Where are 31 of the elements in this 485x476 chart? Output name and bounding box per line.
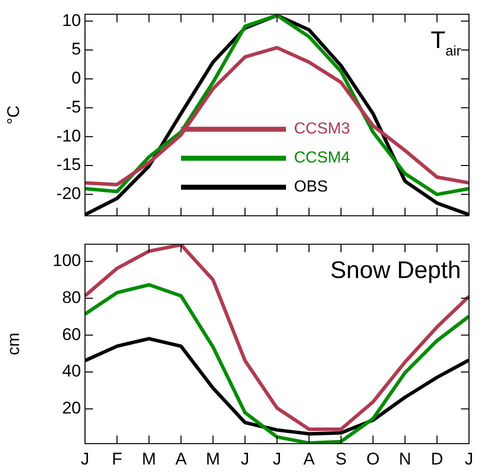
y-tick-label: 100: [52, 251, 81, 270]
y-tick-label: 40: [62, 362, 81, 381]
x-tick-label: J: [240, 449, 250, 468]
y-tick-label: 5: [72, 40, 81, 59]
y-tick-label: -20: [56, 184, 81, 204]
x-tick-label: M: [206, 449, 220, 468]
x-tick-label: A: [303, 449, 316, 468]
y-tick-label: -5: [66, 97, 81, 116]
x-tick-label: S: [335, 449, 347, 468]
x-tick-label: F: [112, 449, 122, 468]
y-tick-label: -15: [56, 155, 81, 174]
y-tick-label: 10: [62, 10, 81, 30]
series-label: CCSM3: [294, 120, 350, 138]
y-tick-label: 20: [62, 398, 81, 418]
y-tick-label: -10: [56, 126, 81, 146]
y-tick-label: 60: [62, 324, 81, 344]
series-label: CCSM4: [294, 150, 350, 167]
y-tick-label: 0: [72, 68, 81, 88]
x-tick-label: A: [175, 449, 188, 468]
y-tick-label: 80: [62, 288, 81, 307]
x-tick-label: O: [366, 449, 380, 468]
y-axis-title: °C: [4, 105, 23, 125]
annotation: Snow Depth: [330, 257, 462, 284]
x-tick-label: J: [464, 449, 474, 468]
text: OBS: [294, 178, 328, 196]
y-axis-title: cm: [4, 332, 23, 356]
x-tick-label: N: [398, 449, 412, 468]
x-tick-label: J: [272, 449, 282, 468]
x-tick-label: J: [80, 449, 90, 468]
x-tick-label: M: [142, 449, 156, 468]
x-tick-label: D: [430, 449, 444, 468]
